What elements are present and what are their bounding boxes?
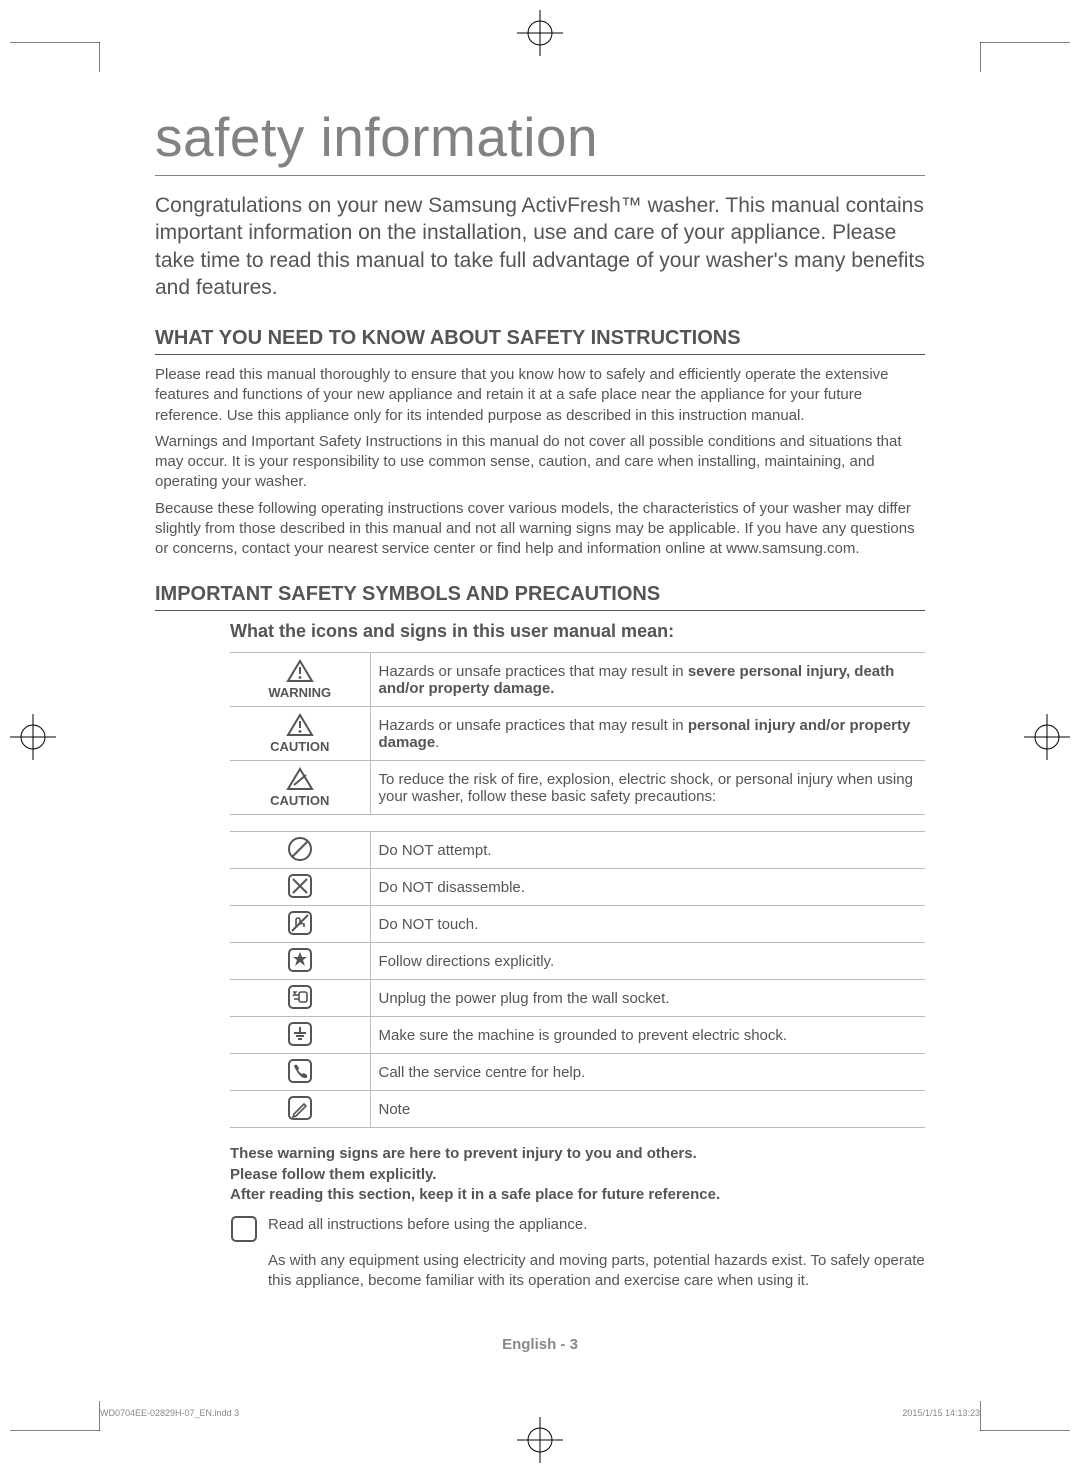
icon-row: Call the service centre for help.: [230, 1054, 925, 1091]
no-attempt-icon: [287, 836, 313, 862]
icon-row-text: Call the service centre for help.: [370, 1054, 925, 1091]
no-touch-icon: [287, 910, 313, 936]
caution-triangle-icon: [286, 713, 314, 737]
section1-body: Please read this manual thoroughly to en…: [155, 365, 925, 559]
read-all-text: Read all instructions before using the a…: [268, 1215, 587, 1235]
icon-row-text: Note: [370, 1091, 925, 1128]
section1-p2: Warnings and Important Safety Instructio…: [155, 432, 925, 493]
icon-row-text: Do NOT disassemble.: [370, 869, 925, 906]
icon-row: Do NOT touch.: [230, 906, 925, 943]
icon-row: Note: [230, 1091, 925, 1128]
warning-text: Hazards or unsafe practices that may res…: [370, 653, 925, 707]
icon-row-text: Do NOT attempt.: [370, 832, 925, 869]
section2-subheading: What the icons and signs in this user ma…: [230, 621, 925, 642]
closing-note: These warning signs are here to prevent …: [230, 1144, 925, 1205]
equipment-caution-text: As with any equipment using electricity …: [268, 1251, 925, 1292]
registration-mark-top: [517, 10, 563, 56]
section-heading-safety-instructions: WHAT YOU NEED TO KNOW ABOUT SAFETY INSTR…: [155, 327, 925, 355]
icon-row-text: Unplug the power plug from the wall sock…: [370, 980, 925, 1017]
registration-mark-right: [1024, 714, 1070, 760]
page-footer: English - 3: [155, 1336, 925, 1353]
warning-triangle-icon: [286, 659, 314, 683]
caution-label: CAUTION: [270, 739, 329, 754]
icon-row: Unplug the power plug from the wall sock…: [230, 980, 925, 1017]
crop-mark-br: [980, 1401, 1070, 1431]
page-title: safety information: [155, 105, 925, 176]
read-all-row: Read all instructions before using the a…: [230, 1215, 925, 1243]
page-content: safety information Congratulations on yo…: [155, 105, 925, 1292]
call-service-icon: [287, 1058, 313, 1084]
icon-row: Do NOT disassemble.: [230, 869, 925, 906]
caution-precautions-icon: [286, 767, 314, 791]
follow-directions-icon: [287, 947, 313, 973]
no-disassemble-icon: [287, 873, 313, 899]
ground-icon: [287, 1021, 313, 1047]
icon-row-text: Follow directions explicitly.: [370, 943, 925, 980]
section1-p3: Because these following operating instru…: [155, 499, 925, 560]
crop-mark-tl: [10, 42, 100, 72]
icon-meaning-table: Do NOT attempt. Do NOT disassemble. Do N…: [230, 831, 925, 1128]
crop-mark-bl: [10, 1401, 100, 1431]
imprint-file: WD0704EE-02829H-07_EN.indd 3: [100, 1408, 239, 1418]
unplug-icon: [287, 984, 313, 1010]
caution-precautions-label: CAUTION: [270, 793, 329, 808]
section-heading-symbols-precautions: IMPORTANT SAFETY SYMBOLS AND PRECAUTIONS: [155, 583, 925, 611]
crop-mark-tr: [980, 42, 1070, 72]
warning-label: WARNING: [268, 685, 331, 700]
caution-text: Hazards or unsafe practices that may res…: [370, 707, 925, 761]
registration-mark-bottom: [517, 1417, 563, 1463]
caution-precautions-row: CAUTION To reduce the risk of fire, expl…: [230, 761, 925, 815]
icon-row-text: Do NOT touch.: [370, 906, 925, 943]
icon-row: Do NOT attempt.: [230, 832, 925, 869]
icon-row-text: Make sure the machine is grounded to pre…: [370, 1017, 925, 1054]
follow-directions-icon: [230, 1215, 258, 1243]
warning-table: WARNING Hazards or unsafe practices that…: [230, 652, 925, 815]
section1-p1: Please read this manual thoroughly to en…: [155, 365, 925, 426]
caution-precautions-text: To reduce the risk of fire, explosion, e…: [370, 761, 925, 815]
note-icon: [287, 1095, 313, 1121]
icon-row: Make sure the machine is grounded to pre…: [230, 1017, 925, 1054]
icon-row: Follow directions explicitly.: [230, 943, 925, 980]
imprint-date: 2015/1/15 14:13:23: [902, 1408, 980, 1418]
intro-paragraph: Congratulations on your new Samsung Acti…: [155, 192, 925, 301]
caution-row: CAUTION Hazards or unsafe practices that…: [230, 707, 925, 761]
registration-mark-left: [10, 714, 56, 760]
warning-row: WARNING Hazards or unsafe practices that…: [230, 653, 925, 707]
